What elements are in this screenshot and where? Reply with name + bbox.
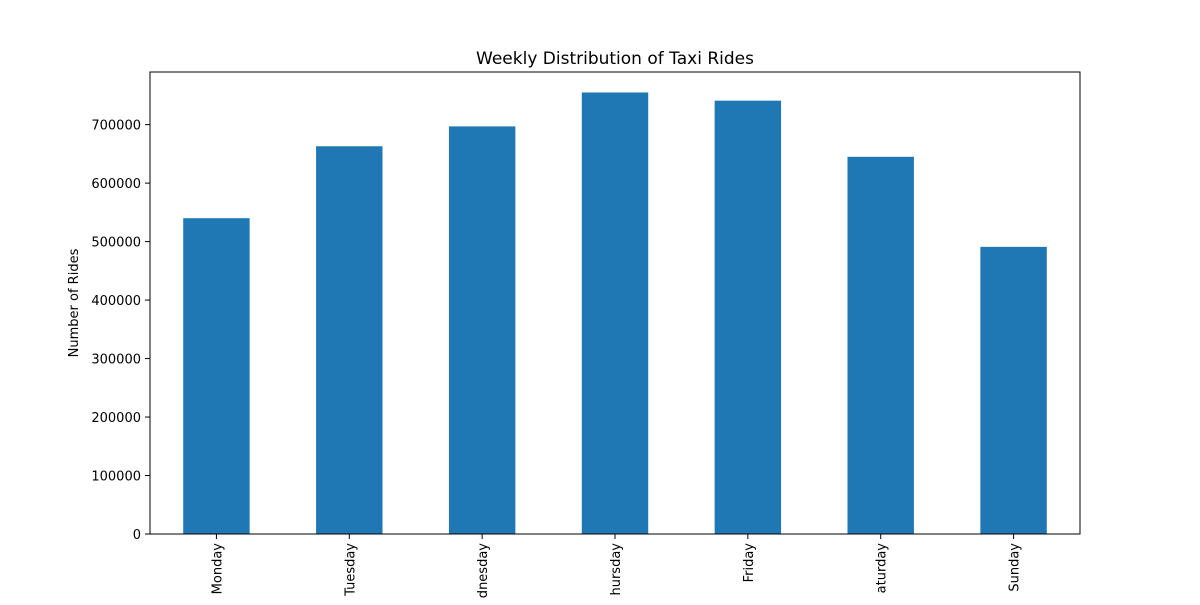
bar-friday — [714, 100, 782, 534]
y-tick-label: 700000 — [91, 119, 141, 134]
bar-tuesday — [316, 146, 383, 534]
y-tick-label: 400000 — [91, 294, 141, 309]
y-axis-label: Number of Rides — [67, 248, 82, 357]
x-tick-label: Monday — [210, 543, 225, 595]
bar-saturday — [847, 156, 914, 535]
y-tick-label: 500000 — [91, 236, 141, 251]
bar-monday — [183, 218, 250, 534]
x-tick-label: Sunday — [1008, 543, 1023, 592]
x-tick-label: hursday — [609, 543, 624, 596]
bars-group — [183, 92, 1047, 535]
x-tick-label: Friday — [742, 543, 757, 583]
y-axis-ticks: 0 100000 200000 300000 400000 500000 600000 700… — [91, 119, 150, 543]
bar-thursday — [581, 92, 649, 534]
x-tick-label: aturday — [875, 543, 890, 594]
x-tick-label: Tuesday — [343, 543, 358, 597]
y-tick-label: 100000 — [91, 470, 141, 485]
y-tick-label: 0 — [133, 528, 141, 543]
y-tick-label: 200000 — [91, 411, 141, 426]
x-axis-ticks: Monday Tuesday dnesday hursday Friday aturday… — [210, 534, 1023, 598]
plot-frame — [149, 71, 1081, 535]
x-tick-label: dnesday — [476, 543, 491, 598]
chart-title: Weekly Distribution of Taxi Rides — [476, 49, 754, 69]
y-tick-label: 600000 — [91, 177, 141, 192]
bar-wednesday — [448, 126, 516, 534]
bar-sunday — [980, 246, 1047, 535]
y-tick-label: 300000 — [91, 353, 141, 368]
